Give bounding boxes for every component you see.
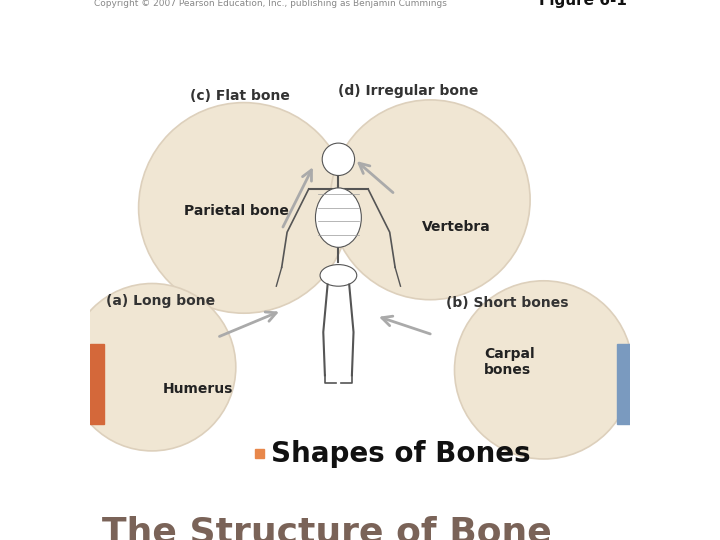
Text: The Structure of Bone: The Structure of Bone <box>102 516 552 540</box>
Text: (b) Short bones: (b) Short bones <box>446 296 569 310</box>
Ellipse shape <box>320 265 357 286</box>
Text: (c) Flat bone: (c) Flat bone <box>190 89 289 103</box>
Circle shape <box>68 284 236 451</box>
Text: (a) Long bone: (a) Long bone <box>107 294 215 308</box>
Text: Parietal bone: Parietal bone <box>184 204 289 218</box>
Bar <box>90 344 104 424</box>
Circle shape <box>138 103 349 313</box>
Text: Shapes of Bones: Shapes of Bones <box>271 440 531 468</box>
Circle shape <box>454 281 633 459</box>
Text: Vertebra: Vertebra <box>422 220 491 234</box>
Bar <box>616 344 630 424</box>
Ellipse shape <box>315 188 361 247</box>
Circle shape <box>323 143 354 176</box>
Bar <box>255 449 264 458</box>
Text: Carpal
bones: Carpal bones <box>484 347 535 377</box>
Text: Humerus: Humerus <box>163 382 233 396</box>
Circle shape <box>330 100 530 300</box>
Text: (d) Irregular bone: (d) Irregular bone <box>338 84 479 98</box>
Text: Figure 6-1: Figure 6-1 <box>539 0 627 8</box>
Text: Copyright © 2007 Pearson Education, Inc., publishing as Benjamin Cummings: Copyright © 2007 Pearson Education, Inc.… <box>94 0 447 8</box>
